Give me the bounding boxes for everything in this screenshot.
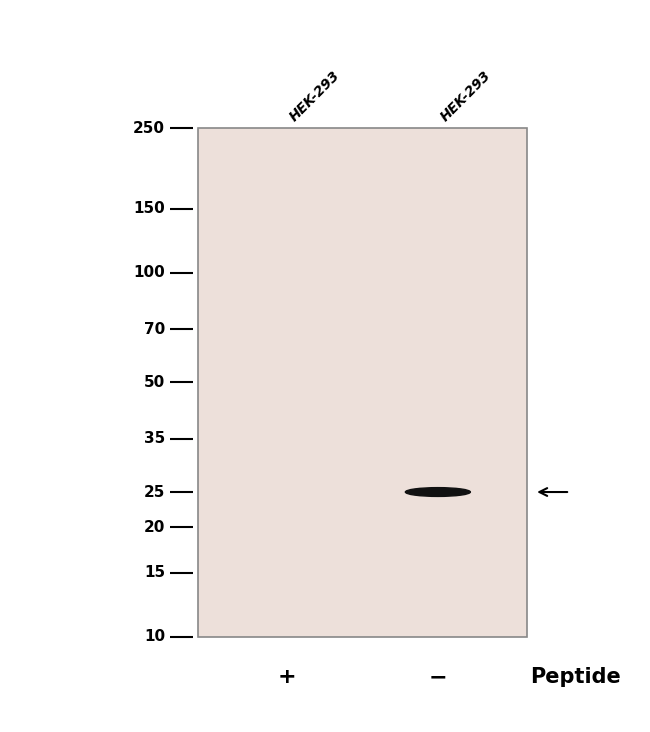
- Text: 15: 15: [144, 565, 165, 580]
- Text: 100: 100: [133, 266, 165, 280]
- Ellipse shape: [406, 488, 471, 496]
- Text: 70: 70: [144, 322, 165, 337]
- Bar: [198, 128, 526, 637]
- Text: 35: 35: [144, 431, 165, 447]
- Text: 10: 10: [144, 630, 165, 644]
- Text: HEK-293: HEK-293: [287, 69, 343, 124]
- Text: −: −: [428, 667, 447, 687]
- Text: Peptide: Peptide: [530, 667, 621, 687]
- Text: +: +: [278, 667, 296, 687]
- Text: 50: 50: [144, 375, 165, 390]
- Text: 25: 25: [144, 485, 165, 499]
- Text: 150: 150: [133, 201, 165, 217]
- Text: 250: 250: [133, 121, 165, 135]
- Text: HEK-293: HEK-293: [438, 69, 493, 124]
- Text: 20: 20: [144, 520, 165, 535]
